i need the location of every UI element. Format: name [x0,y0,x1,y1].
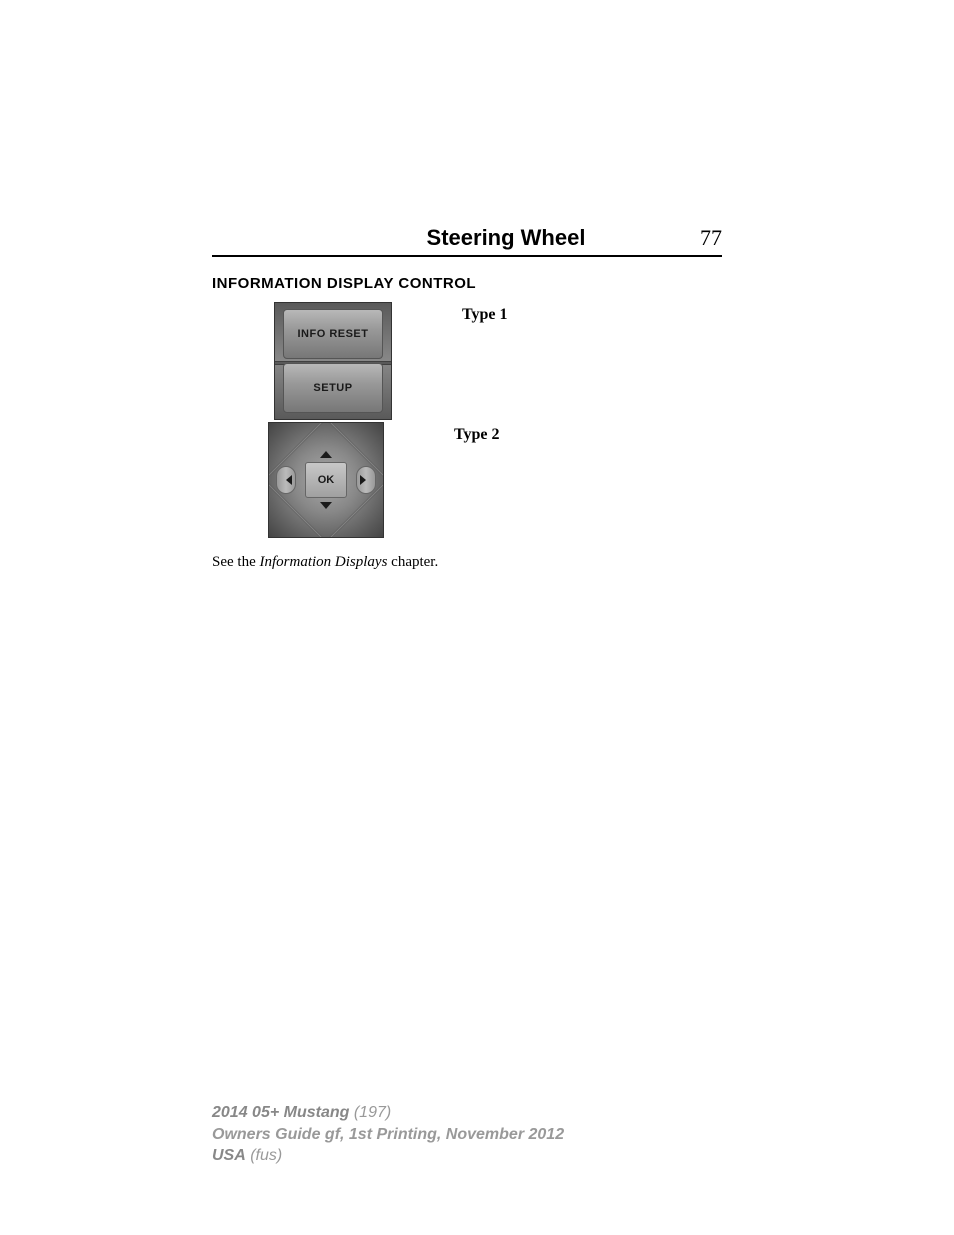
type1-control-image: INFO RESET SETUP [274,302,392,420]
footer-line1-bold: 2014 05+ Mustang [212,1104,349,1121]
type2-label: Type 2 [454,426,499,444]
type2-row: OK Type 2 [212,422,722,538]
footer-line1: 2014 05+ Mustang (197) [212,1102,564,1124]
arrow-right-icon [360,475,366,485]
dpad-right-button [356,466,376,494]
arrow-up-icon [320,451,332,458]
sub-heading: INFORMATION DISPLAY CONTROL [212,275,722,292]
footer-line3-light: (fus) [246,1147,282,1164]
body-text: See the Information Displays chapter. [212,554,722,571]
header-row: Steering Wheel 77 [212,225,722,257]
info-reset-button: INFO RESET [283,309,383,359]
type1-label: Type 1 [462,306,507,324]
footer-line3-bold: USA [212,1147,246,1164]
footer: 2014 05+ Mustang (197) Owners Guide gf, … [212,1102,564,1167]
page-number: 77 [700,225,722,251]
footer-line1-light: (197) [349,1104,391,1121]
body-text-suffix: chapter. [387,554,438,570]
arrow-left-icon [286,475,292,485]
setup-button: SETUP [283,363,383,413]
body-text-italic: Information Displays [259,554,387,570]
arrow-down-icon [320,502,332,509]
type2-control-image: OK [268,422,384,538]
type1-row: INFO RESET SETUP Type 1 [212,302,722,420]
section-title: Steering Wheel [312,225,700,251]
footer-line2: Owners Guide gf, 1st Printing, November … [212,1124,564,1146]
body-text-prefix: See the [212,554,259,570]
page-content: Steering Wheel 77 INFORMATION DISPLAY CO… [212,225,722,571]
ok-button: OK [305,462,347,498]
footer-line3: USA (fus) [212,1145,564,1167]
